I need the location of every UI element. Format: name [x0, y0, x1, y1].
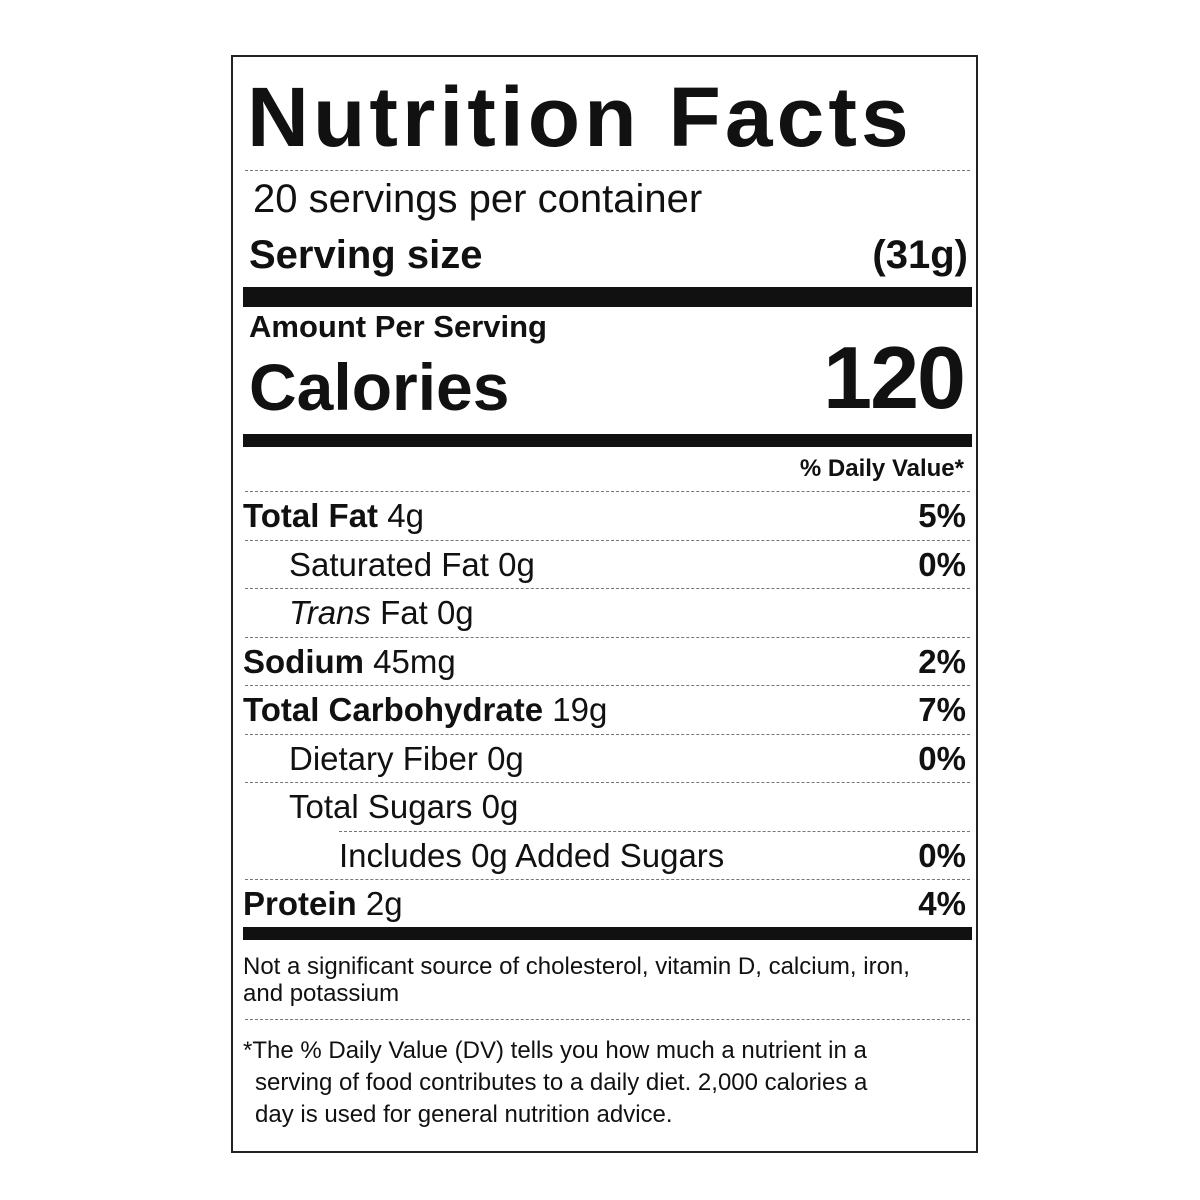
nutrient-list: Total Fat 4g 5% Saturated Fat 0g 0% Tran… [233, 492, 976, 929]
amount-per-serving: Amount Per Serving [249, 309, 547, 344]
daily-value: 0% [918, 836, 966, 874]
divider [245, 879, 970, 880]
nutrient-row-total-fat: Total Fat 4g 5% [233, 492, 976, 541]
divider [245, 491, 970, 492]
nutrient-row-total-carbohydrate: Total Carbohydrate 19g 7% [233, 686, 976, 735]
thick-divider [243, 434, 972, 447]
daily-value-header: % Daily Value* [799, 455, 964, 482]
thick-divider [243, 927, 972, 940]
divider [245, 782, 970, 783]
daily-value-footnote: *The % Daily Value (DV) tells you how mu… [243, 1037, 868, 1128]
daily-value: 5% [918, 497, 966, 535]
daily-value: 2% [918, 642, 966, 680]
nutrient-row-protein: Protein 2g 4% [243, 885, 966, 923]
servings-per-container: 20 servings per container [253, 177, 703, 221]
daily-value: 7% [918, 691, 966, 729]
thick-divider [243, 287, 972, 307]
serving-size-label: Serving size [249, 233, 483, 277]
divider [245, 539, 970, 541]
nutrient-row-sodium: Sodium 45mg 2% [233, 638, 976, 686]
divider [245, 685, 970, 686]
divider [245, 170, 970, 171]
nutrition-facts-label: Nutrition Facts 20 servings per containe… [231, 55, 978, 1153]
calories-label: Calories [249, 350, 510, 424]
label-title: Nutrition Facts [247, 70, 913, 164]
divider [245, 588, 970, 589]
divider [245, 1019, 970, 1020]
nutrient-row-added-sugars: Includes 0g Added Sugars 0% [233, 832, 976, 880]
not-significant-note: Not a significant source of cholesterol,… [243, 953, 910, 1007]
serving-size-value: (31g) [872, 233, 968, 277]
divider [245, 733, 970, 735]
divider [339, 830, 970, 832]
nutrient-row-total-sugars: Total Sugars 0g [233, 783, 976, 832]
calories-value: 120 [823, 328, 966, 427]
nutrient-row-saturated-fat: Saturated Fat 0g 0% [233, 541, 976, 589]
divider [245, 636, 970, 638]
daily-value: 0% [918, 545, 966, 583]
nutrient-row-dietary-fiber: Dietary Fiber 0g 0% [233, 735, 976, 783]
daily-value: 4% [918, 885, 966, 923]
daily-value: 0% [918, 739, 966, 777]
nutrient-row-trans-fat: Trans Fat 0g [233, 589, 976, 638]
